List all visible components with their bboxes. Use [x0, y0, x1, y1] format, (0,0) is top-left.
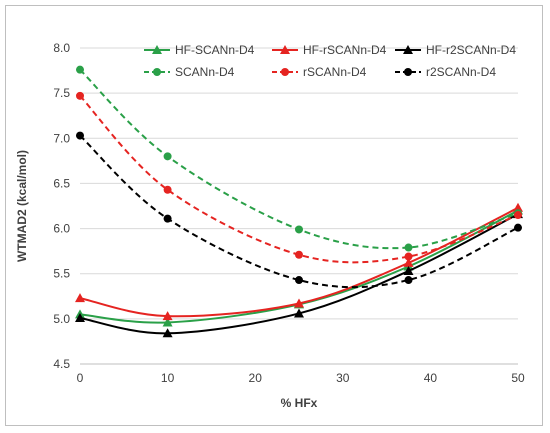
x-tick-label: 0: [77, 371, 84, 385]
legend-marker: [153, 68, 161, 76]
data-point-r2scann-d4: [76, 131, 84, 140]
x-tick-label: 50: [511, 371, 525, 385]
data-point-r2scann-d4: [163, 214, 172, 223]
series-hf-rscann-d4: [75, 202, 523, 321]
legend-marker: [152, 45, 162, 54]
y-axis-title: WTMAD2 (kcal/mol): [15, 150, 29, 262]
series: [75, 65, 523, 338]
legend-marker: [281, 68, 289, 76]
x-tick-label: 10: [161, 371, 175, 385]
legend-label: r2SCANn-D4: [426, 65, 496, 79]
legend-item-r2scann-d4: r2SCANn-D4: [395, 65, 496, 79]
legend-item-rscann-d4: rSCANn-D4: [272, 65, 367, 79]
data-point-scann-d4: [404, 243, 413, 252]
data-point-hf-rscann-d4: [513, 202, 523, 212]
data-point-hf-r2scann-d4: [294, 308, 304, 318]
legend-label: rSCANn-D4: [303, 65, 367, 79]
legend-marker: [404, 68, 412, 76]
legend: HF-SCANn-D4 HF-rSCANn-D4 HF-r2SCANn-D4 SCAN…: [144, 43, 516, 79]
y-tick-label: 7.0: [53, 131, 70, 145]
data-point-rscann-d4: [163, 185, 172, 194]
y-tick-label: 8.0: [53, 41, 70, 55]
legend-label: HF-rSCANn-D4: [303, 43, 387, 57]
data-point-hf-r2scann-d4: [75, 312, 85, 322]
series-r2scann-d4: [76, 131, 522, 289]
legend-item-scann-d4: SCANn-D4: [144, 65, 235, 79]
y-tick-label: 7.5: [53, 86, 70, 100]
data-point-scann-d4: [163, 152, 172, 161]
data-point-hf-rscann-d4: [162, 311, 173, 321]
legend-marker: [280, 45, 290, 54]
data-point-hf-rscann-d4: [75, 293, 85, 303]
legend-label: SCANn-D4: [175, 65, 235, 79]
y-tick-labels: 4.5 5.0 5.5 6.0 6.5 7.0 7.5 8.0: [53, 41, 70, 371]
data-point-r2scann-d4: [295, 276, 303, 285]
data-point-r2scann-d4: [514, 223, 522, 232]
legend-item-hf-r2scann-d4: HF-r2SCANn-D4: [395, 43, 516, 57]
legend-marker: [403, 45, 413, 54]
y-tick-label: 4.5: [53, 357, 70, 371]
data-point-r2scann-d4: [404, 276, 413, 285]
data-point-hf-rscann-d4: [294, 298, 304, 308]
data-point-rscann-d4: [76, 91, 84, 100]
data-point-scann-d4: [295, 225, 303, 234]
legend-item-hf-scann-d4: HF-SCANn-D4: [144, 43, 255, 57]
legend-item-hf-rscann-d4: HF-rSCANn-D4: [272, 43, 387, 57]
data-point-scann-d4: [76, 65, 84, 74]
data-point-hf-scann-d4: [162, 317, 173, 327]
data-point-hf-rscann-d4: [403, 257, 414, 267]
legend-label: HF-SCANn-D4: [175, 43, 255, 57]
chart-frame: [5, 5, 543, 426]
x-tick-label: 30: [336, 371, 350, 385]
x-tick-label: 20: [249, 371, 263, 385]
x-tick-label: 40: [424, 371, 438, 385]
series-line-r2scann-d4: [79, 134, 519, 289]
data-point-hf-r2scann-d4: [403, 266, 414, 276]
series-hf-scann-d4: [75, 205, 523, 327]
data-point-hf-r2scann-d4: [162, 328, 173, 338]
y-tick-label: 6.0: [53, 222, 70, 236]
series-line-scann-d4: [79, 68, 519, 250]
data-point-rscann-d4: [404, 252, 413, 261]
data-point-rscann-d4: [514, 211, 522, 220]
y-tick-label: 6.5: [53, 176, 70, 190]
x-tick-labels: 0 10 20 30 40 50: [77, 371, 525, 385]
x-axis-title: % HFx: [281, 396, 318, 410]
legend-label: HF-r2SCANn-D4: [426, 43, 516, 57]
series-rscann-d4: [76, 91, 522, 264]
y-tick-label: 5.0: [53, 312, 70, 326]
y-tick-label: 5.5: [53, 267, 70, 281]
data-point-rscann-d4: [295, 250, 303, 259]
series-line-rscann-d4: [79, 95, 519, 264]
